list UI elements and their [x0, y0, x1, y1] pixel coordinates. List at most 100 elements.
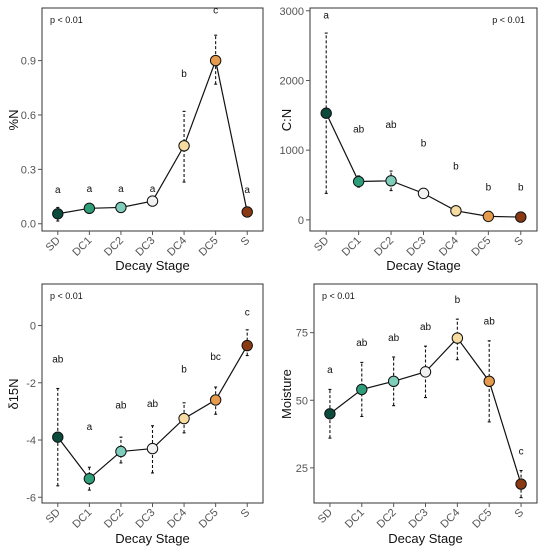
data-point-sd — [320, 107, 332, 119]
x-axis-title: Decay Stage — [386, 258, 460, 273]
p-value-annotation: p < 0.01 — [322, 291, 355, 301]
significance-letter: c — [245, 307, 250, 318]
data-point-dc3 — [419, 366, 432, 378]
data-point-dc3 — [417, 187, 430, 200]
significance-letter: a — [118, 184, 124, 195]
significance-letter: b — [486, 183, 492, 194]
x-tick-label: DC2 — [102, 235, 126, 259]
x-tick-label: DC4 — [437, 235, 461, 259]
panel-cn_ratio: 0 1000 2000 3000 SD DC1 DC2 DC3 DC4 DC5 S Decay Sta… — [279, 6, 538, 273]
x-tick-label: SD — [44, 235, 63, 254]
significance-letter: a — [327, 365, 333, 376]
significance-letter: ab — [356, 338, 368, 349]
data-point-s — [241, 206, 253, 218]
x-tick-label: DC4 — [438, 507, 462, 531]
data-point-dc4 — [178, 412, 190, 425]
x-tick-label: DC2 — [102, 507, 126, 531]
panel-moisture: 25 50 75 SD DC1 DC2 DC3 DC4 DC5 S Decay Stage Moist… — [279, 283, 538, 546]
x-tick-label: S — [512, 235, 526, 249]
x-tick-label: DC1 — [343, 507, 367, 531]
data-point-sd — [324, 408, 336, 420]
significance-letter: a — [150, 184, 156, 195]
significance-letter: b — [518, 183, 524, 194]
x-tick-label: DC3 — [405, 235, 429, 259]
x-tick-label: DC4 — [165, 235, 189, 259]
y-tick-label: -2 — [26, 378, 36, 390]
data-point-dc5 — [482, 210, 495, 223]
x-tick-label: DC2 — [372, 235, 396, 259]
x-axis-title: Decay Stage — [115, 258, 189, 273]
significance-letter: b — [181, 69, 187, 80]
y-axis-title: δ15N — [6, 378, 21, 409]
panel-nitrogen: 0.0 0.3 0.6 0.9 SD DC1 DC2 DC3 DC4 DC5 S Decay Stag… — [6, 5, 264, 273]
significance-letter: c — [213, 5, 218, 16]
p-value-annotation: p < 0.01 — [50, 15, 83, 25]
x-tick-label: S — [239, 235, 253, 249]
significance-letter: c — [519, 446, 524, 457]
x-tick-label: DC5 — [197, 507, 221, 531]
data-point-s — [241, 339, 253, 352]
data-point-dc2 — [387, 375, 400, 388]
data-point-sd — [52, 431, 64, 443]
significance-letter: ab — [147, 399, 159, 410]
data-point-dc1 — [83, 202, 96, 215]
x-tick-label: DC5 — [470, 507, 494, 531]
y-axis-title: Moisture — [279, 369, 294, 419]
significance-letter: a — [244, 185, 250, 196]
p-value-annotation: p < 0.01 — [492, 15, 525, 25]
p-value-annotation: p < 0.01 — [50, 291, 83, 301]
x-tick-label: SD — [312, 235, 331, 254]
significance-letter: b — [455, 295, 461, 306]
x-tick-label: DC3 — [407, 507, 431, 531]
x-tick-label: DC1 — [340, 235, 364, 259]
data-point-dc1 — [352, 175, 365, 188]
x-tick-label: S — [513, 507, 527, 521]
significance-letter: a — [323, 10, 329, 21]
panel-delta15n: -6 -4 -2 0 SD DC1 DC2 DC3 DC4 DC5 S Decay Stage δ15N… — [6, 283, 264, 546]
data-point-dc5 — [209, 394, 222, 406]
significance-letter: a — [55, 185, 61, 196]
data-point-dc3 — [146, 442, 159, 455]
y-axis-title: %N — [6, 110, 21, 131]
series-line — [57, 345, 248, 480]
x-tick-label: S — [239, 507, 253, 521]
significance-letter: a — [87, 184, 93, 195]
significance-letter: b — [181, 365, 187, 376]
data-point-dc1 — [83, 472, 96, 485]
x-axis-title: Decay Stage — [115, 531, 189, 546]
y-tick-label: 0.9 — [21, 56, 36, 68]
data-point-dc5 — [483, 375, 495, 388]
data-point-dc4 — [450, 205, 462, 217]
x-tick-label: DC2 — [375, 507, 399, 531]
significance-letter: ab — [115, 401, 127, 412]
x-tick-label: DC3 — [134, 507, 158, 531]
significance-letter: bc — [210, 352, 221, 363]
data-point-s — [515, 478, 527, 490]
data-point-dc4 — [451, 332, 464, 344]
data-point-dc2 — [115, 201, 127, 214]
y-tick-label: 50 — [296, 395, 308, 407]
y-tick-label: 0.3 — [21, 164, 36, 176]
y-tick-label: 0.6 — [21, 110, 36, 122]
y-tick-label: 75 — [296, 328, 308, 340]
plot-frame — [313, 283, 538, 504]
data-point-sd — [52, 208, 64, 220]
y-tick-label: 0 — [298, 215, 304, 227]
y-tick-label: 1000 — [280, 145, 304, 157]
x-tick-label: DC1 — [70, 235, 94, 259]
significance-letter: ab — [52, 355, 64, 366]
y-tick-label: 0 — [30, 321, 36, 333]
x-tick-label: SD — [44, 507, 63, 526]
y-tick-label: -6 — [26, 492, 36, 504]
significance-letter: ab — [353, 125, 365, 136]
data-point-dc2 — [385, 175, 397, 187]
data-point-dc5 — [209, 54, 222, 67]
y-tick-label: 25 — [296, 463, 308, 475]
y-tick-label: 0.0 — [21, 219, 36, 231]
y-tick-label: -4 — [26, 435, 36, 447]
y-axis-title: C:N — [279, 109, 294, 131]
y-tick-label: 3000 — [280, 6, 304, 18]
data-point-s — [515, 211, 527, 223]
data-point-dc4 — [178, 140, 190, 152]
